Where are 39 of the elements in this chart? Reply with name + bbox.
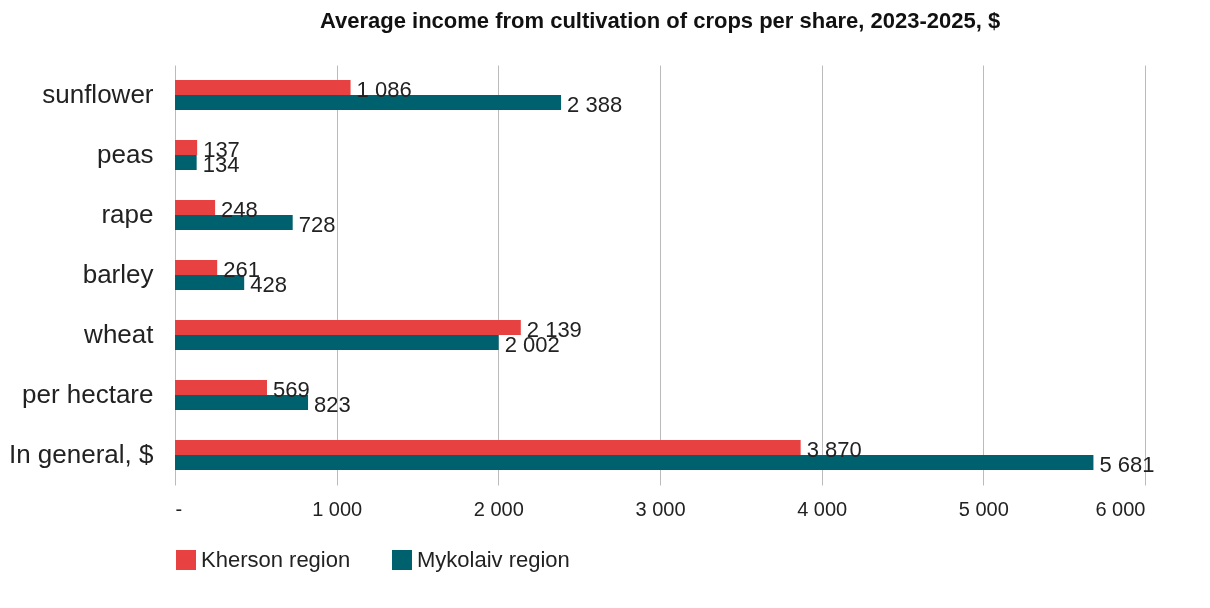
y-tick-label: rape	[101, 199, 154, 229]
bar	[175, 395, 309, 410]
bar	[175, 455, 1094, 470]
x-tick-label: 4 000	[797, 497, 848, 520]
bar	[175, 155, 197, 170]
bar	[175, 380, 267, 395]
bar	[175, 440, 801, 455]
bar	[175, 320, 521, 335]
data-label: 5 681	[1099, 451, 1155, 477]
data-label: 3 870	[806, 436, 862, 462]
bar	[175, 215, 293, 230]
bar	[175, 95, 562, 110]
bar	[175, 80, 351, 95]
y-tick-label: In general, $	[8, 439, 155, 469]
bar	[175, 260, 218, 275]
legend-label: Mykolaiv region	[417, 547, 570, 572]
data-label: 2 388	[567, 91, 623, 117]
y-tick-label: wheat	[83, 319, 155, 349]
data-label: 823	[314, 391, 351, 417]
legend-label: Kherson region	[201, 547, 351, 572]
chart-title: Average income from cultivation of crops per share, 2023-2025, $	[319, 8, 1001, 33]
x-tick-label: 3 000	[635, 497, 686, 520]
x-tick-label: 1 000	[312, 497, 363, 520]
x-tick-label: 2 000	[473, 497, 524, 520]
bar	[175, 335, 499, 350]
data-label: 1 086	[356, 76, 412, 102]
bar	[175, 140, 198, 155]
y-tick-label: per hectare	[21, 379, 154, 409]
x-tick-label: -	[175, 497, 183, 520]
data-label: 569	[272, 376, 310, 402]
x-tick-label: 6 000	[1095, 497, 1146, 520]
bar	[175, 200, 216, 215]
y-tick-label: sunflower	[42, 79, 154, 109]
bar	[175, 275, 245, 290]
y-tick-label: peas	[97, 139, 154, 169]
y-tick-label: barley	[82, 259, 154, 289]
x-tick-label: 5 000	[958, 497, 1009, 520]
data-label: 248	[221, 196, 258, 222]
data-label: 728	[298, 211, 336, 237]
